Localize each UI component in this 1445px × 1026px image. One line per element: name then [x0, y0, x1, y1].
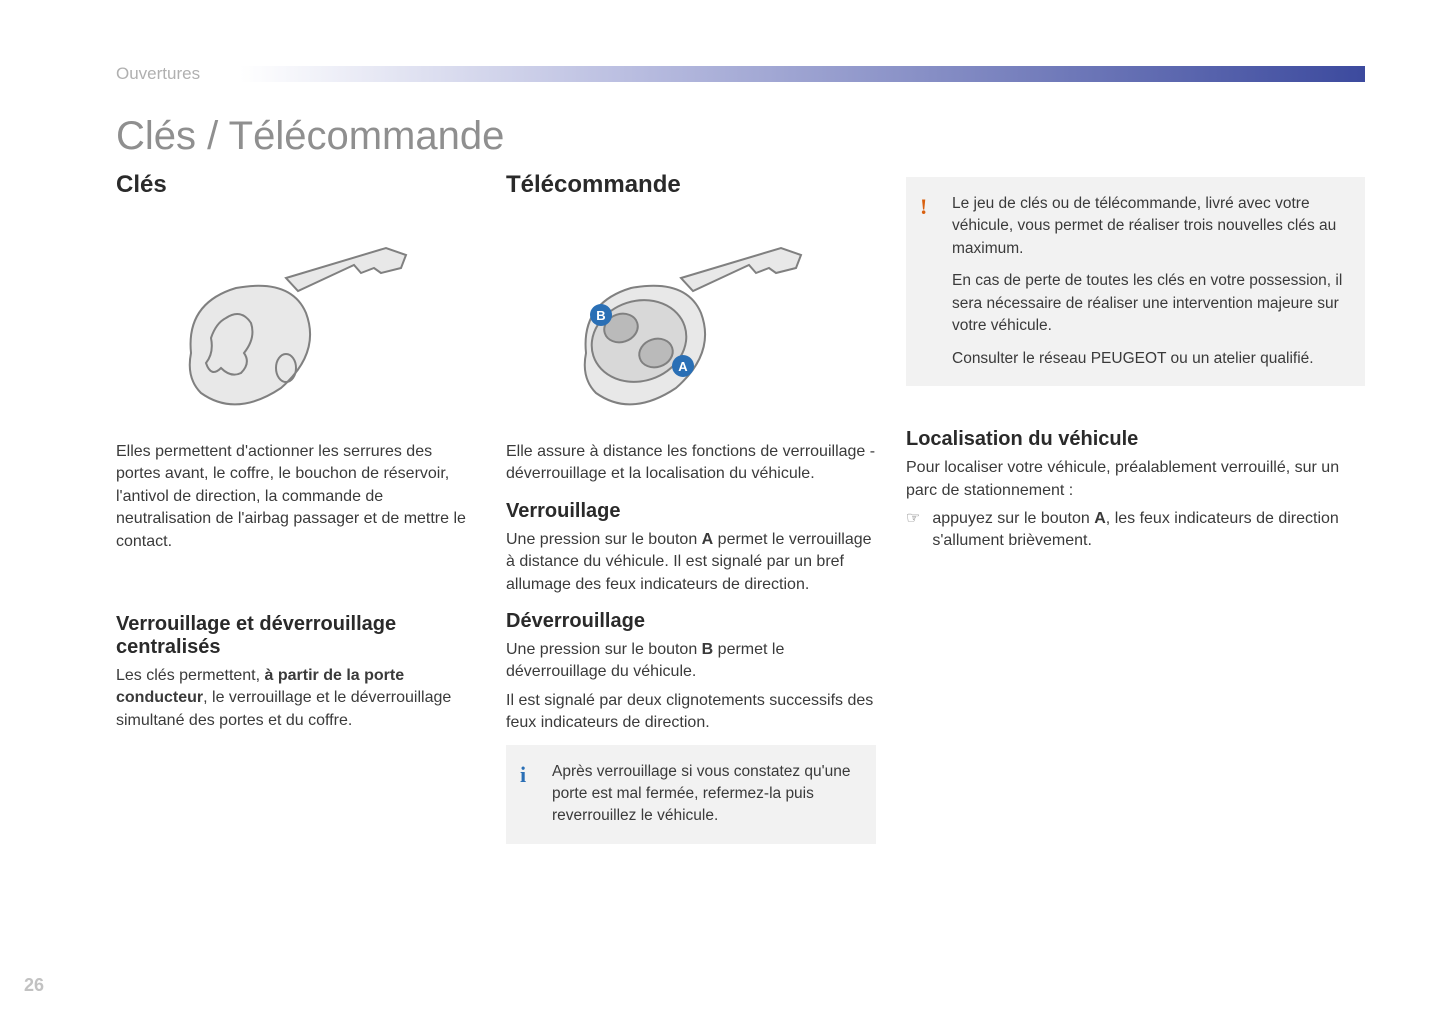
svg-text:B: B: [596, 308, 605, 323]
remote-heading: Télécommande: [506, 171, 876, 199]
text-span: Les clés permettent,: [116, 667, 265, 684]
column-warnings: ! Le jeu de clés ou de télécommande, liv…: [906, 171, 1365, 844]
locking-heading: Verrouillage: [506, 500, 876, 523]
warning-note-box: ! Le jeu de clés ou de télécommande, liv…: [906, 177, 1365, 386]
header-gradient-bar: [240, 66, 1365, 82]
remote-illustration: B A: [506, 215, 876, 441]
text-bold: A: [1094, 510, 1106, 527]
text-span: Une pression sur le bouton: [506, 641, 702, 658]
key-illustration: [116, 215, 476, 441]
unlocking-text: Une pression sur le bouton B permet le d…: [506, 639, 876, 684]
column-remote: Télécommande B A Elle assure à: [506, 171, 876, 844]
column-keys: Clés Elles permettent d'actionner les se…: [116, 171, 476, 844]
warning-text-1: Le jeu de clés ou de télécommande, livré…: [952, 193, 1347, 260]
central-locking-text: Les clés permettent, à partir de la port…: [116, 665, 476, 732]
page-header: Ouvertures: [116, 64, 1365, 84]
locate-bullet: ☞ appuyez sur le bouton A, les feux indi…: [906, 508, 1365, 553]
unlocking-heading: Déverrouillage: [506, 610, 876, 633]
pointer-icon: ☞: [906, 508, 920, 553]
warning-icon: !: [920, 191, 927, 223]
warning-text-2: En cas de perte de toutes les clés en vo…: [952, 270, 1347, 337]
page-title: Clés / Télécommande: [116, 114, 1365, 159]
warning-text-3: Consulter le réseau PEUGEOT ou un atelie…: [952, 348, 1347, 370]
info-note-text: Après verrouillage si vous constatez qu'…: [552, 761, 858, 828]
keys-description: Elles permettent d'actionner les serrure…: [116, 441, 476, 553]
info-icon: i: [520, 759, 526, 791]
info-note-box: i Après verrouillage si vous constatez q…: [506, 745, 876, 844]
locate-intro: Pour localiser votre véhicule, préalable…: [906, 457, 1365, 502]
text-span: appuyez sur le bouton: [932, 510, 1094, 527]
locate-bullet-text: appuyez sur le bouton A, les feux indica…: [932, 508, 1365, 553]
keys-heading: Clés: [116, 171, 476, 199]
locking-text: Une pression sur le bouton A permet le v…: [506, 529, 876, 596]
svg-text:A: A: [678, 359, 688, 374]
key-drawing-icon: [156, 243, 436, 423]
remote-description: Elle assure à distance les fonctions de …: [506, 441, 876, 486]
central-locking-heading: Verrouillage et déverrouillage centralis…: [116, 613, 476, 659]
text-bold: B: [702, 641, 714, 658]
unlocking-text-2: Il est signalé par deux clignotements su…: [506, 690, 876, 735]
breadcrumb: Ouvertures: [116, 64, 240, 84]
remote-key-drawing-icon: B A: [551, 243, 831, 423]
text-span: Une pression sur le bouton: [506, 531, 702, 548]
text-bold: A: [702, 531, 714, 548]
page-number: 26: [24, 975, 44, 996]
locate-heading: Localisation du véhicule: [906, 428, 1365, 451]
